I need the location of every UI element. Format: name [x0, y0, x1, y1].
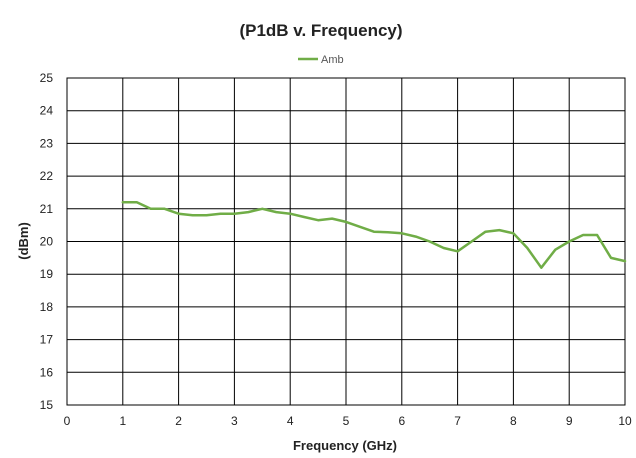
x-tick-label: 5	[343, 414, 350, 428]
x-tick-label: 10	[618, 414, 632, 428]
plot-area-frame	[66, 77, 626, 406]
y-tick-label: 21	[40, 202, 54, 216]
x-tick-label: 2	[175, 414, 182, 428]
y-tick-label: 20	[40, 235, 54, 249]
y-tick-label: 19	[40, 267, 54, 281]
x-tick-label: 6	[398, 414, 405, 428]
y-axis-title: (dBm)	[16, 222, 31, 260]
series-line-amb	[121, 201, 627, 269]
x-tick-label: 8	[510, 414, 517, 428]
x-axis-title: Frequency (GHz)	[293, 438, 397, 453]
y-tick-label: 25	[40, 71, 54, 85]
x-tick-label: 4	[287, 414, 294, 428]
y-tick-label: 18	[40, 300, 54, 314]
y-tick-label: 16	[40, 365, 54, 379]
x-tick-label: 3	[231, 414, 238, 428]
x-tick-label: 0	[64, 414, 71, 428]
x-tick-label: 9	[566, 414, 573, 428]
legend: Amb	[298, 54, 344, 66]
y-tick-label: 22	[40, 169, 54, 183]
chart-title: (P1dB v. Frequency)	[239, 21, 402, 40]
y-tick-label: 23	[40, 136, 54, 150]
x-tick-label: 1	[119, 414, 126, 428]
series-layer	[121, 201, 627, 269]
legend-label-amb: Amb	[321, 54, 344, 66]
y-tick-label: 17	[40, 333, 54, 347]
x-tick-label: 7	[454, 414, 461, 428]
y-axis-tick-labels: 15 16 17 18 19 20 21 22 23 24 25	[40, 71, 54, 412]
y-tick-label: 24	[40, 104, 54, 118]
y-tick-label: 15	[40, 398, 54, 412]
x-axis-tick-labels: 0 1 2 3 4 5 6 7 8 9 10	[64, 414, 632, 428]
